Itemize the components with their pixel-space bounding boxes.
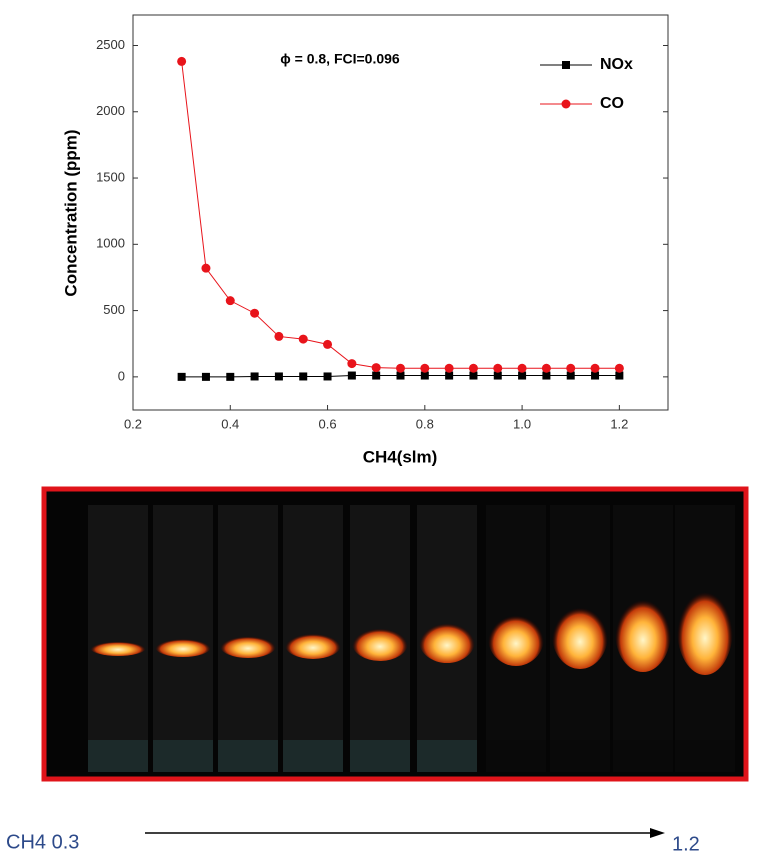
marker	[201, 263, 211, 273]
flame	[220, 634, 276, 658]
marker	[615, 371, 624, 380]
y-axis-label: Concentration (ppm)	[61, 129, 80, 296]
flame	[419, 619, 475, 663]
marker	[347, 371, 356, 380]
tube-base	[486, 740, 546, 772]
flame	[552, 601, 608, 669]
flame	[677, 583, 733, 675]
flame	[155, 637, 211, 657]
marker	[323, 339, 333, 349]
marker	[542, 371, 551, 380]
x-axis-label: CH4(slm)	[363, 447, 438, 466]
tube-base	[613, 740, 673, 772]
marker	[517, 363, 527, 373]
marker	[541, 363, 551, 373]
tube	[153, 505, 213, 745]
caption-start: CH4 0.3	[6, 831, 79, 853]
y-tick-label: 2500	[96, 37, 125, 52]
marker	[420, 371, 429, 380]
marker	[468, 363, 478, 373]
marker	[420, 363, 430, 373]
marker	[298, 334, 308, 344]
flame	[352, 625, 408, 661]
marker	[518, 371, 527, 380]
marker	[493, 371, 502, 380]
x-tick-label: 1.2	[610, 416, 628, 431]
marker	[250, 372, 259, 381]
legend-label: CO	[600, 95, 624, 112]
photo	[41, 486, 749, 782]
marker	[274, 331, 284, 341]
tube	[283, 505, 343, 745]
x-tick-label: 0.4	[221, 416, 239, 431]
marker	[177, 56, 187, 66]
marker	[591, 371, 600, 380]
marker	[493, 363, 503, 373]
marker	[299, 372, 308, 381]
flame	[285, 631, 341, 659]
y-tick-label: 500	[103, 302, 125, 317]
tube-base	[417, 740, 477, 772]
x-tick-label: 0.6	[319, 416, 337, 431]
y-tick-label: 2000	[96, 103, 125, 118]
marker	[371, 363, 381, 373]
marker	[396, 363, 405, 373]
legend-marker	[562, 61, 570, 69]
tube-base	[218, 740, 278, 772]
x-tick-label: 0.2	[124, 416, 142, 431]
marker	[590, 363, 600, 373]
legend-marker	[561, 99, 571, 109]
y-tick-label: 1500	[96, 169, 125, 184]
series-line	[181, 61, 620, 369]
flame	[615, 592, 671, 672]
tube-base	[153, 740, 213, 772]
tube-base	[88, 740, 148, 772]
tube-base	[283, 740, 343, 772]
annotation: ϕ = 0.8, FCI=0.096	[280, 51, 400, 67]
marker	[323, 372, 332, 381]
y-tick-label: 1000	[96, 236, 125, 251]
tube-base	[350, 740, 410, 772]
arrow-head	[650, 828, 665, 838]
marker	[274, 372, 283, 381]
marker	[250, 308, 260, 318]
marker	[226, 372, 235, 381]
x-tick-label: 1.0	[513, 416, 531, 431]
marker	[372, 371, 381, 380]
marker	[444, 363, 454, 373]
legend-label: NOx	[600, 56, 633, 73]
tube	[88, 505, 148, 745]
tube-base	[550, 740, 610, 772]
marker	[445, 371, 454, 380]
marker	[347, 359, 357, 369]
marker	[396, 371, 405, 380]
marker	[566, 363, 576, 373]
x-tick-label: 0.8	[416, 416, 434, 431]
marker	[614, 363, 624, 373]
y-tick-label: 0	[118, 368, 125, 383]
chart: 0.2 0.4 0.6 0.8 1.0 1.2 0 500 1000 1500 2000 2500 NO…	[96, 37, 668, 431]
flame	[90, 640, 146, 656]
plot-frame	[132, 14, 669, 411]
marker	[177, 372, 186, 381]
tube-base	[675, 740, 735, 772]
marker	[201, 372, 210, 381]
flame	[488, 610, 544, 666]
marker	[225, 296, 235, 306]
tube	[218, 505, 278, 745]
marker	[566, 371, 575, 380]
caption-end: 1.2	[672, 833, 700, 855]
marker	[469, 371, 478, 380]
